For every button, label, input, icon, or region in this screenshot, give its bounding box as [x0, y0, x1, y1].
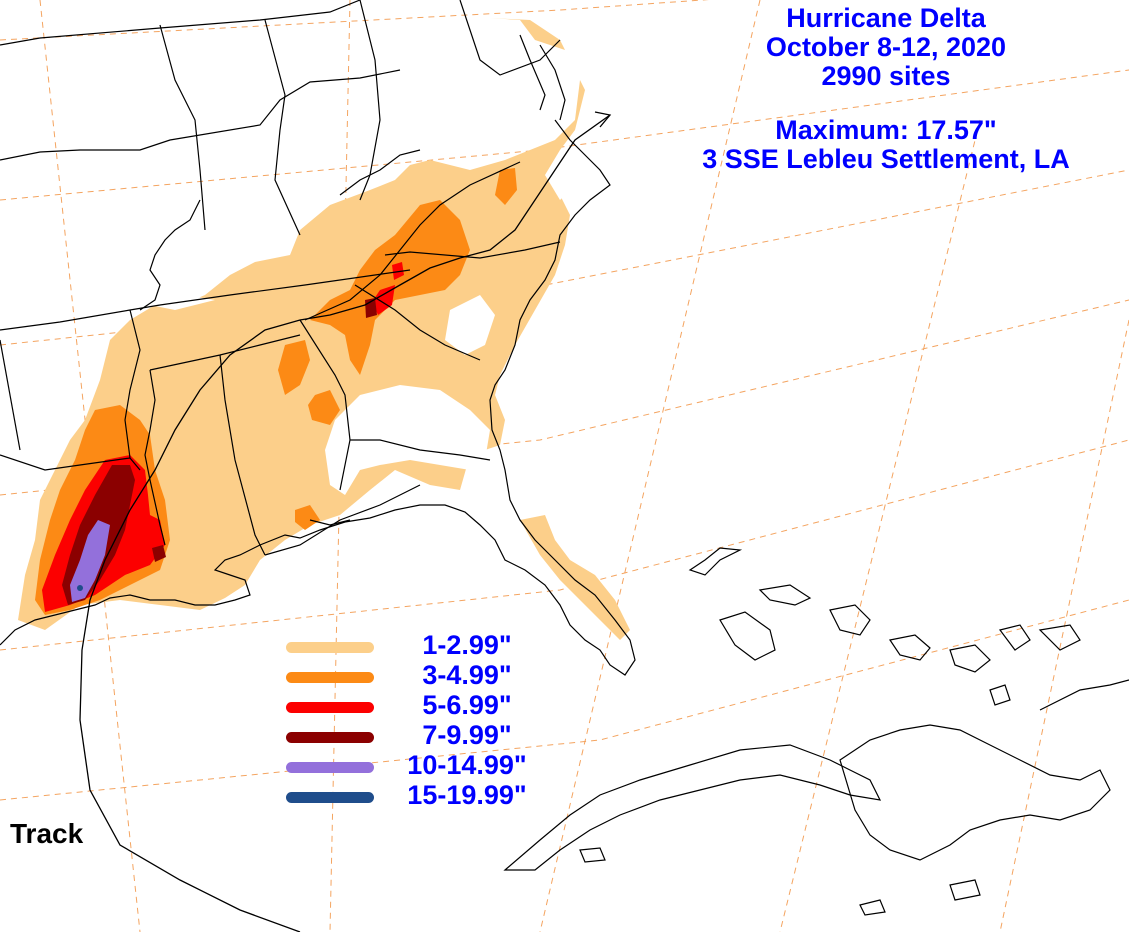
legend-swatch — [286, 762, 374, 773]
legend-label: 7-9.99" — [422, 720, 512, 750]
site-count: 2990 sites — [821, 61, 951, 91]
rain-10-14.99-area — [70, 520, 110, 602]
rain-15-19.99-area — [77, 585, 83, 591]
legend-item: 7-9.99" — [286, 720, 586, 752]
legend-label: 5-6.99" — [422, 690, 512, 720]
maximum-value: Maximum: 17.57" — [775, 115, 997, 145]
legend: 1-2.99" 3-4.99" 5-6.99" 7-9.99" 10-14.99… — [286, 630, 586, 812]
legend-label: 10-14.99" — [407, 750, 527, 780]
coastline — [0, 34, 636, 676]
map-title: Hurricane Delta — [786, 3, 986, 33]
legend-label: 3-4.99" — [422, 660, 512, 690]
legend-swatch — [286, 672, 374, 683]
hurricane-track — [79, 111, 612, 932]
rain-1-2.99-area — [18, 18, 630, 640]
legend-label: 1-2.99" — [422, 630, 512, 660]
caribbean-islands — [503, 547, 1129, 916]
legend-item: 3-4.99" — [286, 660, 586, 692]
spacer — [651, 91, 1121, 116]
title-block: Hurricane Delta October 8-12, 2020 2990 … — [651, 4, 1121, 174]
dry-areas — [150, 170, 575, 495]
legend-swatch — [286, 642, 374, 653]
legend-item: 15-19.99" — [286, 780, 586, 812]
state-boundaries — [0, 0, 561, 556]
legend-item: 1-2.99" — [286, 630, 586, 662]
map-dates: October 8-12, 2020 — [765, 32, 1007, 62]
legend-label: 15-19.99" — [407, 780, 527, 810]
legend-swatch — [286, 702, 374, 713]
legend-swatch — [286, 792, 374, 803]
legend-swatch — [286, 732, 374, 743]
legend-item: 5-6.99" — [286, 690, 586, 722]
track-label: Track — [10, 818, 84, 849]
legend-item: 10-14.99" — [286, 750, 586, 782]
maximum-location: 3 SSE Lebleu Settlement, LA — [702, 144, 1070, 174]
